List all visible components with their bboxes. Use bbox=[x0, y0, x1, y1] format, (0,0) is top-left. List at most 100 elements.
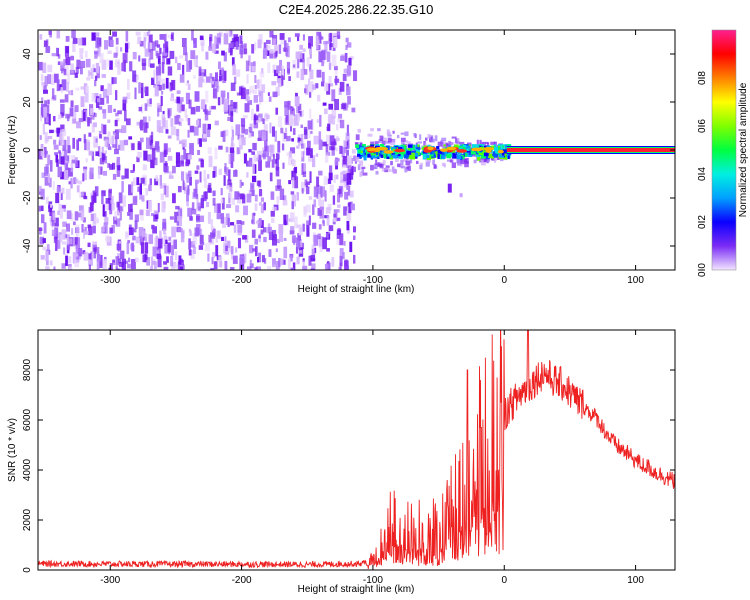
signal-core bbox=[422, 155, 425, 160]
noise-speckle bbox=[172, 193, 176, 204]
noise-speckle bbox=[42, 238, 46, 244]
noise-speckle bbox=[231, 129, 234, 141]
noise-speckle bbox=[150, 63, 155, 68]
noise-speckle bbox=[206, 128, 211, 138]
noise-speckle bbox=[275, 166, 280, 177]
noise-speckle bbox=[188, 228, 191, 233]
noise-speckle bbox=[319, 36, 324, 40]
noise-speckle bbox=[163, 185, 167, 195]
noise-speckle bbox=[221, 93, 225, 105]
noise-speckle bbox=[174, 251, 178, 261]
noise-speckle bbox=[343, 240, 346, 246]
noise-speckle bbox=[163, 143, 168, 155]
noise-speckle bbox=[185, 82, 190, 86]
noise-speckle bbox=[197, 202, 201, 207]
signal-halo bbox=[353, 166, 356, 173]
noise-speckle bbox=[190, 107, 196, 115]
signal-core bbox=[412, 145, 415, 150]
noise-speckle bbox=[283, 246, 288, 259]
noise-speckle bbox=[183, 186, 187, 191]
noise-speckle bbox=[249, 85, 255, 93]
noise-speckle bbox=[50, 203, 53, 208]
noise-speckle bbox=[256, 180, 261, 186]
noise-speckle bbox=[99, 52, 104, 64]
noise-speckle bbox=[271, 126, 275, 137]
noise-speckle bbox=[178, 255, 182, 265]
snr-xlabel: Height of straight line (km) bbox=[298, 584, 415, 595]
noise-speckle bbox=[153, 83, 157, 88]
noise-speckle bbox=[309, 48, 312, 55]
noise-speckle bbox=[280, 37, 285, 45]
noise-speckle bbox=[94, 75, 98, 81]
noise-speckle bbox=[344, 191, 349, 200]
noise-speckle bbox=[266, 45, 271, 50]
noise-speckle bbox=[197, 138, 200, 145]
noise-speckle bbox=[217, 97, 221, 106]
noise-speckle bbox=[45, 266, 50, 270]
noise-speckle bbox=[60, 61, 64, 66]
noise-speckle bbox=[349, 241, 353, 253]
noise-speckle bbox=[107, 131, 111, 137]
noise-speckle bbox=[281, 75, 284, 86]
noise-speckle bbox=[334, 174, 339, 180]
signal-core bbox=[492, 153, 496, 157]
noise-speckle bbox=[164, 166, 169, 174]
signal-core bbox=[502, 149, 508, 154]
noise-speckle bbox=[95, 138, 98, 143]
noise-speckle bbox=[142, 174, 147, 179]
noise-speckle bbox=[337, 118, 342, 123]
noise-speckle bbox=[60, 192, 63, 201]
noise-speckle bbox=[121, 175, 125, 180]
noise-speckle bbox=[267, 156, 272, 162]
noise-speckle bbox=[251, 66, 256, 72]
noise-speckle bbox=[115, 112, 119, 117]
noise-speckle bbox=[322, 219, 325, 224]
noise-speckle bbox=[174, 116, 177, 125]
noise-speckle bbox=[289, 121, 292, 132]
noise-speckle bbox=[234, 169, 238, 174]
noise-speckle bbox=[134, 87, 137, 100]
noise-speckle bbox=[237, 134, 240, 140]
signal-core bbox=[357, 153, 362, 157]
signal-core bbox=[396, 153, 401, 157]
noise-speckle bbox=[133, 177, 136, 186]
noise-speckle bbox=[315, 83, 319, 89]
noise-speckle bbox=[70, 213, 74, 221]
noise-speckle bbox=[324, 43, 328, 54]
noise-speckle bbox=[282, 47, 288, 52]
noise-speckle bbox=[353, 226, 356, 233]
noise-speckle bbox=[102, 204, 105, 217]
noise-speckle bbox=[265, 161, 271, 168]
noise-speckle bbox=[315, 35, 320, 46]
noise-speckle bbox=[308, 255, 312, 266]
noise-speckle bbox=[249, 182, 255, 192]
x-tick-label: 100 bbox=[627, 575, 644, 586]
noise-speckle bbox=[145, 188, 148, 196]
signal-core bbox=[391, 146, 396, 151]
noise-speckle bbox=[220, 90, 226, 98]
noise-speckle bbox=[251, 229, 256, 238]
noise-speckle bbox=[169, 97, 174, 101]
noise-speckle bbox=[271, 258, 276, 268]
noise-speckle bbox=[69, 107, 74, 117]
noise-speckle bbox=[251, 44, 255, 54]
noise-speckle bbox=[83, 192, 86, 197]
noise-speckle bbox=[327, 178, 332, 184]
noise-speckle bbox=[333, 65, 338, 71]
noise-speckle bbox=[40, 188, 45, 200]
noise-speckle bbox=[47, 173, 50, 183]
noise-speckle bbox=[193, 58, 198, 67]
signal-halo bbox=[403, 159, 408, 162]
y-tick-label: -40 bbox=[22, 238, 33, 253]
signal-core bbox=[414, 152, 419, 157]
noise-speckle bbox=[101, 59, 107, 70]
signal-core bbox=[376, 151, 379, 156]
noise-speckle bbox=[282, 195, 287, 201]
noise-speckle bbox=[162, 55, 166, 65]
isolated-blob bbox=[459, 193, 463, 198]
signal-halo bbox=[493, 157, 497, 163]
y-tick-label: 0 bbox=[22, 567, 33, 573]
noise-speckle bbox=[113, 108, 116, 113]
signal-core bbox=[387, 152, 390, 157]
snr-line bbox=[38, 330, 675, 570]
